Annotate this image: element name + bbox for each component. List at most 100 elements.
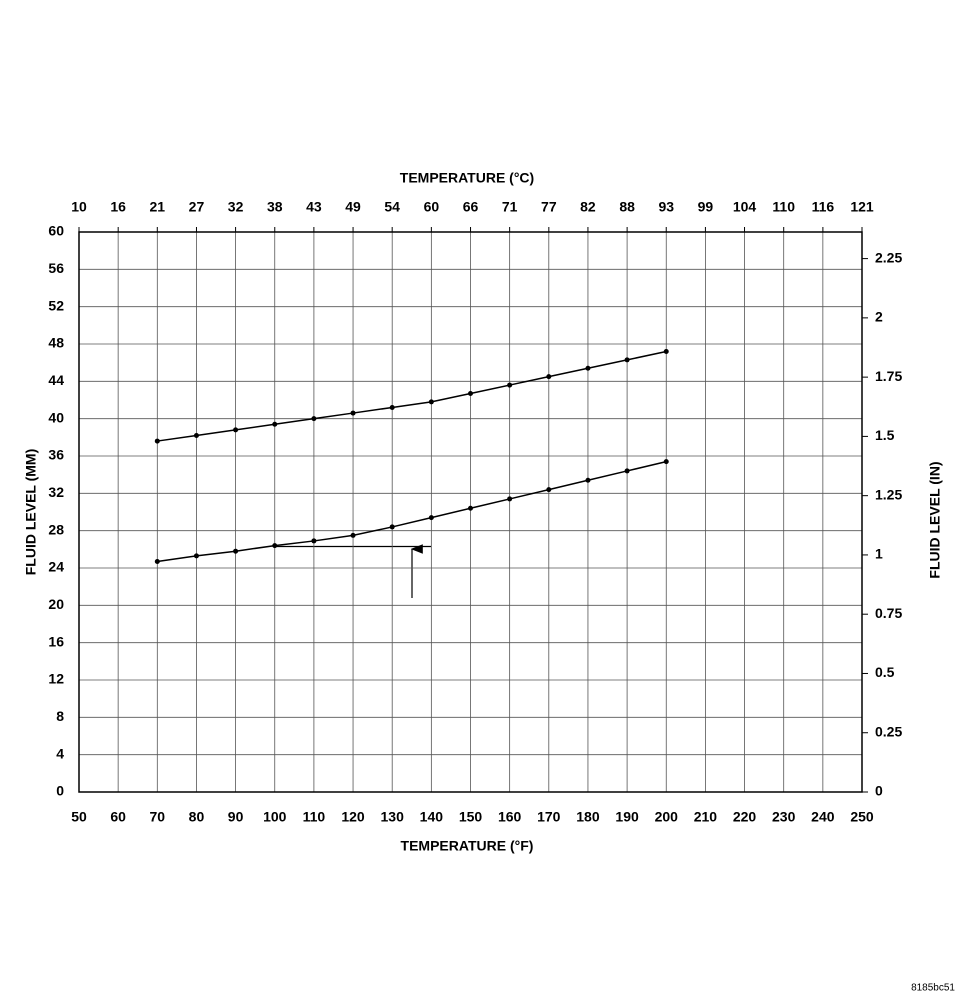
y-tick-label: 56 bbox=[48, 260, 64, 276]
x2-axis-title: TEMPERATURE (°C) bbox=[400, 170, 534, 186]
x-tick-label: 180 bbox=[576, 809, 600, 825]
point bbox=[428, 399, 434, 405]
y-axis-title: FLUID LEVEL (MM) bbox=[23, 449, 39, 576]
y-tick-label: 16 bbox=[48, 633, 64, 649]
y2-tick-label: 2 bbox=[875, 309, 883, 325]
point bbox=[272, 543, 278, 549]
point bbox=[546, 374, 552, 380]
x-tick-label: 250 bbox=[850, 809, 874, 825]
y-tick-label: 48 bbox=[48, 335, 64, 351]
x-tick-label: 200 bbox=[655, 809, 679, 825]
point bbox=[468, 505, 473, 511]
y2-tick-label: 0 bbox=[875, 783, 883, 799]
y-tick-label: 20 bbox=[48, 596, 64, 612]
x2-tick-label: 54 bbox=[384, 199, 400, 215]
y2-tick-label: 1.75 bbox=[875, 368, 902, 384]
y2-tick-label: 0.25 bbox=[875, 723, 902, 739]
point bbox=[193, 432, 199, 438]
point bbox=[507, 496, 513, 502]
x2-tick-label: 43 bbox=[306, 199, 322, 215]
point bbox=[311, 538, 317, 544]
y-tick-label: 8 bbox=[56, 708, 64, 724]
y-tick-label: 0 bbox=[56, 783, 64, 799]
point bbox=[624, 468, 630, 474]
x-tick-label: 60 bbox=[110, 809, 126, 825]
y-tick-label: 32 bbox=[48, 484, 64, 500]
x2-tick-label: 49 bbox=[345, 199, 361, 215]
point bbox=[350, 532, 356, 538]
x-tick-label: 80 bbox=[189, 809, 205, 825]
y-tick-label: 40 bbox=[48, 409, 64, 425]
point bbox=[233, 427, 239, 433]
point bbox=[311, 416, 317, 422]
x-axis-title: TEMPERATURE (°F) bbox=[401, 838, 534, 854]
x2-tick-label: 121 bbox=[850, 199, 874, 215]
y-tick-label: 4 bbox=[56, 745, 64, 761]
y2-tick-label: 1.25 bbox=[875, 486, 902, 502]
y2-tick-label: 2.25 bbox=[875, 249, 902, 265]
x2-tick-label: 93 bbox=[658, 199, 674, 215]
x-tick-label: 140 bbox=[420, 809, 444, 825]
x2-tick-label: 10 bbox=[71, 199, 87, 215]
x-tick-label: 220 bbox=[733, 809, 757, 825]
series-line bbox=[157, 460, 667, 563]
point bbox=[389, 404, 395, 410]
point bbox=[233, 548, 239, 554]
point bbox=[389, 524, 395, 530]
x2-tick-label: 77 bbox=[541, 199, 557, 215]
x-tick-label: 110 bbox=[303, 809, 326, 825]
x-tick-label: 90 bbox=[228, 809, 244, 825]
x2-tick-label: 60 bbox=[424, 199, 440, 215]
y-tick-label: 36 bbox=[48, 447, 64, 463]
x2-tick-label: 38 bbox=[267, 199, 283, 215]
x2-tick-label: 104 bbox=[733, 199, 757, 215]
y2-axis-title: FLUID LEVEL (IN) bbox=[927, 461, 943, 578]
x2-tick-label: 82 bbox=[580, 199, 596, 215]
y-tick-label: 28 bbox=[48, 521, 64, 537]
x-tick-label: 210 bbox=[694, 809, 718, 825]
x-tick-label: 100 bbox=[263, 809, 287, 825]
plot-frame bbox=[78, 231, 863, 793]
x-tick-label: 70 bbox=[150, 809, 166, 825]
x-tick-label: 150 bbox=[459, 809, 483, 825]
point bbox=[154, 558, 160, 564]
point bbox=[624, 357, 630, 363]
y2-tick-label: 1 bbox=[875, 546, 883, 562]
y-tick-label: 12 bbox=[48, 671, 64, 687]
point bbox=[428, 515, 434, 521]
x2-tick-label: 16 bbox=[110, 199, 126, 215]
point bbox=[546, 487, 552, 493]
point bbox=[663, 459, 669, 465]
point bbox=[468, 390, 473, 396]
x2-tick-label: 116 bbox=[812, 199, 835, 215]
y-tick-label: 44 bbox=[48, 372, 64, 388]
y2-tick-label: 0.75 bbox=[875, 605, 902, 621]
series-line bbox=[157, 350, 667, 442]
y2-tick-label: 0.5 bbox=[875, 664, 895, 680]
x2-tick-label: 21 bbox=[150, 199, 166, 215]
x-tick-label: 240 bbox=[811, 809, 835, 825]
point bbox=[585, 365, 591, 371]
x-tick-label: 130 bbox=[381, 809, 405, 825]
point bbox=[350, 410, 356, 416]
x2-tick-label: 32 bbox=[228, 199, 244, 215]
x2-tick-label: 110 bbox=[772, 199, 795, 215]
x-tick-label: 120 bbox=[341, 809, 365, 825]
x-tick-label: 190 bbox=[615, 809, 639, 825]
y2-tick-label: 1.5 bbox=[875, 427, 895, 443]
x2-tick-label: 27 bbox=[189, 199, 205, 215]
point bbox=[193, 553, 199, 559]
x-tick-label: 50 bbox=[71, 809, 87, 825]
x2-tick-label: 71 bbox=[502, 199, 518, 215]
y-tick-label: 60 bbox=[48, 223, 64, 239]
point bbox=[585, 477, 591, 483]
x-tick-label: 230 bbox=[772, 809, 796, 825]
y-tick-label: 24 bbox=[48, 559, 64, 575]
point bbox=[154, 438, 160, 444]
x-tick-label: 170 bbox=[537, 809, 561, 825]
x-tick-label: 160 bbox=[498, 809, 522, 825]
point bbox=[272, 421, 278, 427]
x2-tick-label: 66 bbox=[463, 199, 479, 215]
point bbox=[507, 382, 513, 388]
